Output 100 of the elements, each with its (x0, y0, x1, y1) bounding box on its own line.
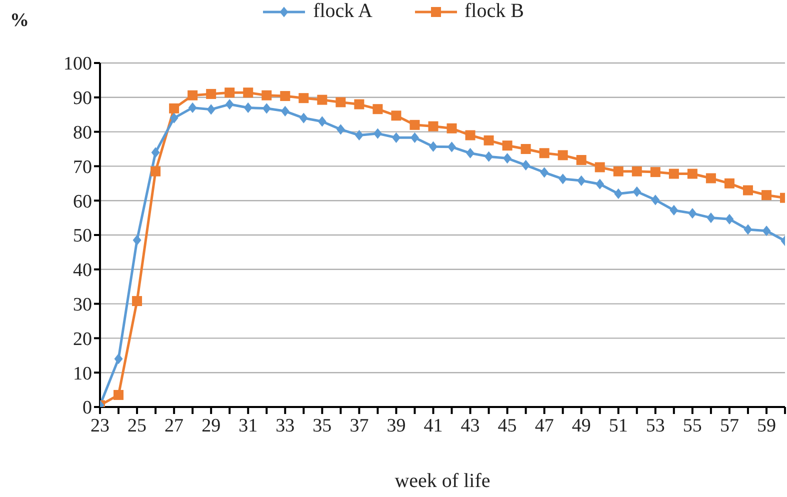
point (244, 102, 252, 113)
point (465, 130, 476, 140)
point (355, 130, 364, 140)
y-tick-label: 90 (73, 88, 92, 110)
point (503, 153, 512, 164)
point (632, 186, 641, 197)
point (317, 94, 328, 105)
point (151, 147, 160, 158)
x-tick-label: 51 (608, 415, 628, 436)
point (336, 97, 346, 108)
point (206, 88, 216, 99)
x-tick-label: 33 (276, 415, 295, 436)
point (300, 113, 308, 124)
point (613, 166, 624, 176)
y-tick-label: 100 (64, 54, 92, 75)
point (594, 162, 605, 172)
point (336, 124, 345, 134)
point (132, 235, 142, 246)
point (114, 390, 124, 400)
point (188, 90, 198, 100)
point (522, 160, 530, 170)
point (668, 168, 679, 179)
point (762, 226, 771, 236)
point (132, 296, 142, 306)
x-tick-label: 41 (424, 415, 443, 436)
x-tick-label: 47 (534, 415, 554, 436)
point (448, 142, 456, 152)
y-tick-label: 30 (73, 294, 92, 316)
point (224, 88, 235, 98)
point (391, 110, 402, 121)
y-tick-label: 70 (73, 156, 92, 178)
x-tick-label: 29 (202, 415, 221, 436)
point (502, 140, 512, 151)
point (650, 167, 660, 178)
x-tick-label: 23 (90, 415, 110, 436)
point (484, 135, 494, 146)
x-tick-label: 39 (386, 415, 406, 436)
point (281, 106, 290, 116)
point (374, 128, 382, 139)
point (484, 152, 493, 162)
x-tick-label: 53 (646, 415, 665, 436)
x-tick-label: 59 (756, 415, 776, 436)
y-tick-label: 60 (73, 191, 92, 212)
point (280, 91, 290, 102)
point (742, 185, 753, 196)
point (298, 93, 309, 104)
x-tick-label: 45 (498, 415, 517, 436)
x-tick-label: 57 (720, 415, 739, 436)
point (150, 166, 161, 176)
x-tick-label: 55 (682, 415, 702, 436)
point (466, 148, 474, 158)
point (540, 167, 548, 178)
x-axis-title: week of life (394, 470, 490, 492)
point (539, 148, 550, 158)
point (725, 214, 734, 224)
y-tick-label: 80 (73, 122, 92, 144)
point (520, 144, 531, 154)
point (632, 166, 642, 176)
point (429, 142, 438, 152)
legend-label: flock B (464, 0, 524, 23)
point (558, 174, 567, 184)
point (206, 104, 216, 114)
legend-label: flock A (313, 0, 372, 23)
x-tick-label: 25 (128, 415, 147, 436)
point (706, 212, 716, 223)
point (724, 178, 734, 188)
y-tick-label: 20 (73, 328, 92, 350)
point (169, 103, 180, 114)
point (410, 120, 420, 130)
y-tick-label: 10 (73, 363, 92, 384)
point (428, 121, 438, 132)
x-tick-label: 37 (350, 415, 369, 436)
point (576, 155, 586, 166)
point (577, 176, 586, 186)
point (225, 99, 234, 110)
point (114, 354, 123, 364)
point (392, 132, 400, 143)
point (596, 179, 604, 190)
point (761, 190, 772, 200)
point (318, 116, 326, 126)
point (558, 150, 568, 160)
point (688, 208, 697, 218)
point (170, 113, 178, 124)
point (687, 168, 698, 179)
y-tick-label: 40 (73, 260, 92, 282)
y-tick-label: 0 (82, 398, 92, 419)
point (188, 102, 197, 113)
point (410, 132, 419, 143)
point (262, 103, 271, 114)
point (262, 90, 272, 100)
y-tick-label: 50 (73, 226, 92, 247)
x-tick-label: 43 (460, 415, 480, 436)
x-tick-label: 31 (238, 415, 258, 436)
point (706, 173, 716, 184)
point (744, 224, 752, 234)
point (372, 104, 383, 114)
y-axis-title: % (10, 10, 29, 32)
point (614, 188, 622, 199)
point (651, 194, 660, 205)
point (446, 123, 457, 134)
